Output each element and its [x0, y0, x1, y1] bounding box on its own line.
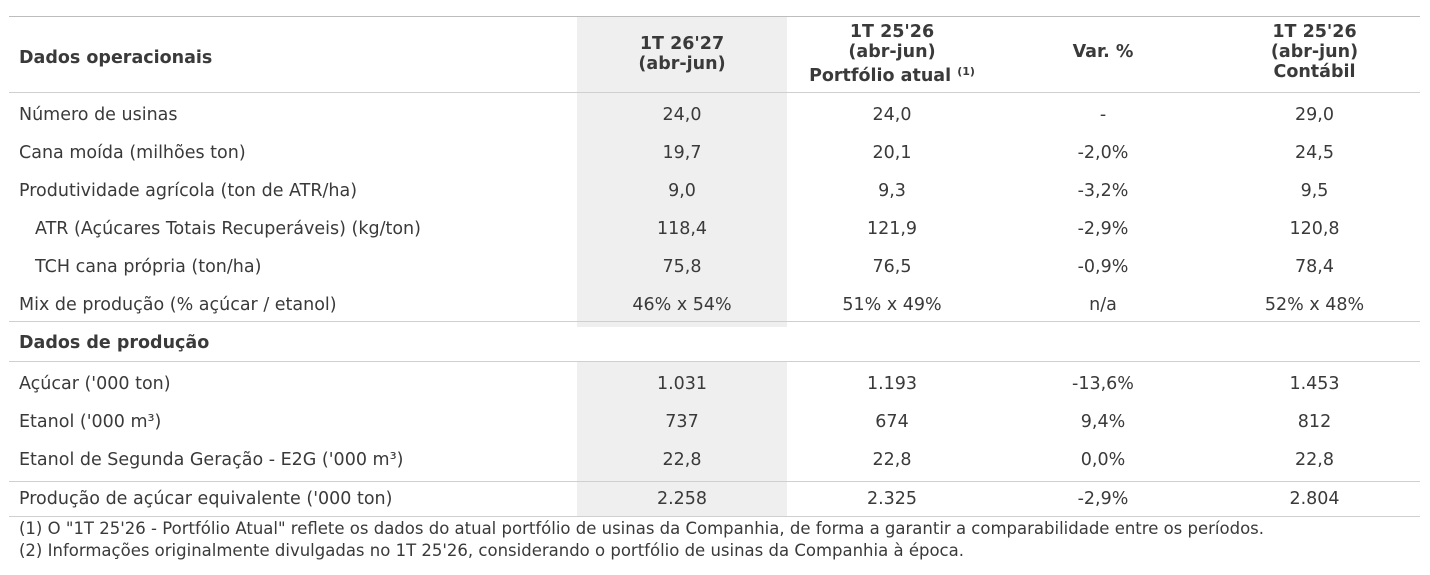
cell-variation: -2,0% [1077, 143, 1129, 163]
cell-1t2627: 75,8 [662, 257, 702, 277]
cell-1t2526-contabil: 52% x 48% [1264, 295, 1365, 315]
cell-1t2526-portfolio: 9,3 [878, 181, 906, 201]
table-row: Açúcar ('000 ton) 1.031 1.193 -13,6% 1.4… [0, 365, 1430, 403]
cell-1t2526-portfolio: 121,9 [866, 219, 918, 239]
cell-variation: -13,6% [1072, 374, 1134, 394]
row-label: ATR (Açúcares Totais Recuperáveis) (kg/t… [35, 219, 421, 239]
cell-1t2526-contabil: 2.804 [1289, 489, 1340, 509]
section-rule-bottom [9, 361, 1420, 362]
cell-1t2526-portfolio: 20,1 [872, 143, 912, 163]
cell-1t2526-portfolio: 2.325 [866, 489, 918, 509]
cell-1t2526-contabil: 24,5 [1295, 143, 1334, 163]
table-row: Cana moída (milhões ton) 19,7 20,1 -2,0%… [0, 134, 1430, 172]
cell-1t2627: 19,7 [662, 143, 702, 163]
row-label: Número de usinas [19, 105, 178, 125]
cell-1t2526-contabil: 9,5 [1300, 181, 1329, 201]
table-row: Produtividade agrícola (ton de ATR/ha) 9… [0, 172, 1430, 210]
section-header-row: Dados de produção [0, 324, 1430, 362]
total-row: Produção de açúcar equivalente ('000 ton… [0, 481, 1430, 517]
cell-1t2627: 24,0 [662, 105, 702, 125]
col-header-subtitle: Portfólio atual (1) [787, 62, 997, 86]
header-rule [9, 92, 1420, 93]
cell-variation: 0,0% [1080, 450, 1126, 470]
col-header-months: (abr-jun) [638, 54, 726, 74]
section-title: Dados de produção [19, 333, 210, 353]
cell-variation: -3,2% [1077, 181, 1129, 201]
col-header-1t2526-contabil: 1T 25'26 (abr-jun) Contábil [1209, 22, 1420, 82]
col-header-subtitle: Contábil [1273, 62, 1356, 82]
col-header-months: (abr-jun) [1270, 42, 1359, 62]
cell-variation: -2,9% [1077, 489, 1129, 509]
row-label: Açúcar ('000 ton) [19, 374, 171, 394]
section-row-background [577, 327, 787, 361]
cell-1t2526-portfolio: 1.193 [866, 374, 918, 394]
col-header-subtitle-text: Portfólio atual [809, 66, 952, 86]
row-label: Etanol ('000 m³) [19, 412, 162, 432]
top-rule [9, 16, 1420, 17]
cell-variation: -0,9% [1077, 257, 1129, 277]
footnote-ref: (1) [957, 65, 975, 78]
row-label: Mix de produção (% açúcar / etanol) [19, 295, 337, 315]
cell-1t2526-portfolio: 76,5 [872, 257, 912, 277]
cell-1t2526-contabil: 22,8 [1295, 450, 1334, 470]
cell-1t2627: 2.258 [656, 489, 708, 509]
cell-1t2526-portfolio: 22,8 [872, 450, 912, 470]
cell-1t2526-portfolio: 674 [875, 412, 909, 432]
row-label: TCH cana própria (ton/ha) [35, 257, 262, 277]
bottom-rule [9, 516, 1420, 517]
cell-1t2526-portfolio: 51% x 49% [842, 295, 942, 315]
col-header-period: 1T 26'27 [639, 34, 725, 54]
cell-1t2526-contabil: 812 [1297, 412, 1332, 432]
row-label: Etanol de Segunda Geração - E2G ('000 m³… [19, 450, 404, 470]
section-rule-top [9, 321, 1420, 322]
row-label: Produção de açúcar equivalente ('000 ton… [19, 489, 393, 509]
total-rule [9, 481, 1420, 482]
cell-variation: - [1099, 105, 1107, 125]
col-header-period: 1T 25'26 [1272, 22, 1357, 42]
cell-variation: -2,9% [1077, 219, 1129, 239]
table-title: Dados operacionais [19, 48, 213, 68]
row-label: Cana moída (milhões ton) [19, 143, 246, 163]
footnote-2: (2) Informações originalmente divulgadas… [19, 541, 964, 560]
cell-1t2627: 22,8 [662, 450, 702, 470]
cell-1t2526-contabil: 29,0 [1295, 105, 1334, 125]
table-row: Número de usinas 24,0 24,0 - 29,0 [0, 96, 1430, 134]
cell-1t2526-contabil: 1.453 [1289, 374, 1340, 394]
cell-variation: n/a [1089, 295, 1117, 315]
cell-1t2627: 1.031 [656, 374, 708, 394]
cell-1t2526-contabil: 120,8 [1289, 219, 1340, 239]
row-label: Produtividade agrícola (ton de ATR/ha) [19, 181, 358, 201]
highlight-column-background [577, 17, 787, 516]
table-row: Mix de produção (% açúcar / etanol) 46% … [0, 286, 1430, 324]
table-row: Etanol ('000 m³) 737 674 9,4% 812 [0, 403, 1430, 441]
col-header-months: (abr-jun) [848, 42, 936, 62]
col-header-period: 1T 25'26 [849, 22, 935, 42]
cell-1t2627: 737 [665, 412, 699, 432]
table-row: TCH cana própria (ton/ha) 75,8 76,5 -0,9… [0, 248, 1430, 286]
cell-variation: 9,4% [1080, 412, 1126, 432]
cell-1t2627: 118,4 [656, 219, 708, 239]
cell-1t2526-contabil: 78,4 [1295, 257, 1334, 277]
cell-1t2627: 46% x 54% [632, 295, 732, 315]
cell-1t2526-portfolio: 24,0 [872, 105, 912, 125]
footnotes: (1) O "1T 25'26 - Portfólio Atual" refle… [19, 518, 1264, 562]
table-row: ATR (Açúcares Totais Recuperáveis) (kg/t… [0, 210, 1430, 248]
cell-1t2627: 9,0 [668, 181, 696, 201]
footnote-1: (1) O "1T 25'26 - Portfólio Atual" refle… [19, 519, 1265, 538]
col-header-1t2627: 1T 26'27 (abr-jun) [577, 34, 787, 74]
col-header-1t2526-portfolio: 1T 25'26 (abr-jun) Portfólio atual (1) [787, 22, 997, 86]
col-header-variation: Var. % [1072, 42, 1134, 62]
table-row: Etanol de Segunda Geração - E2G ('000 m³… [0, 441, 1430, 479]
